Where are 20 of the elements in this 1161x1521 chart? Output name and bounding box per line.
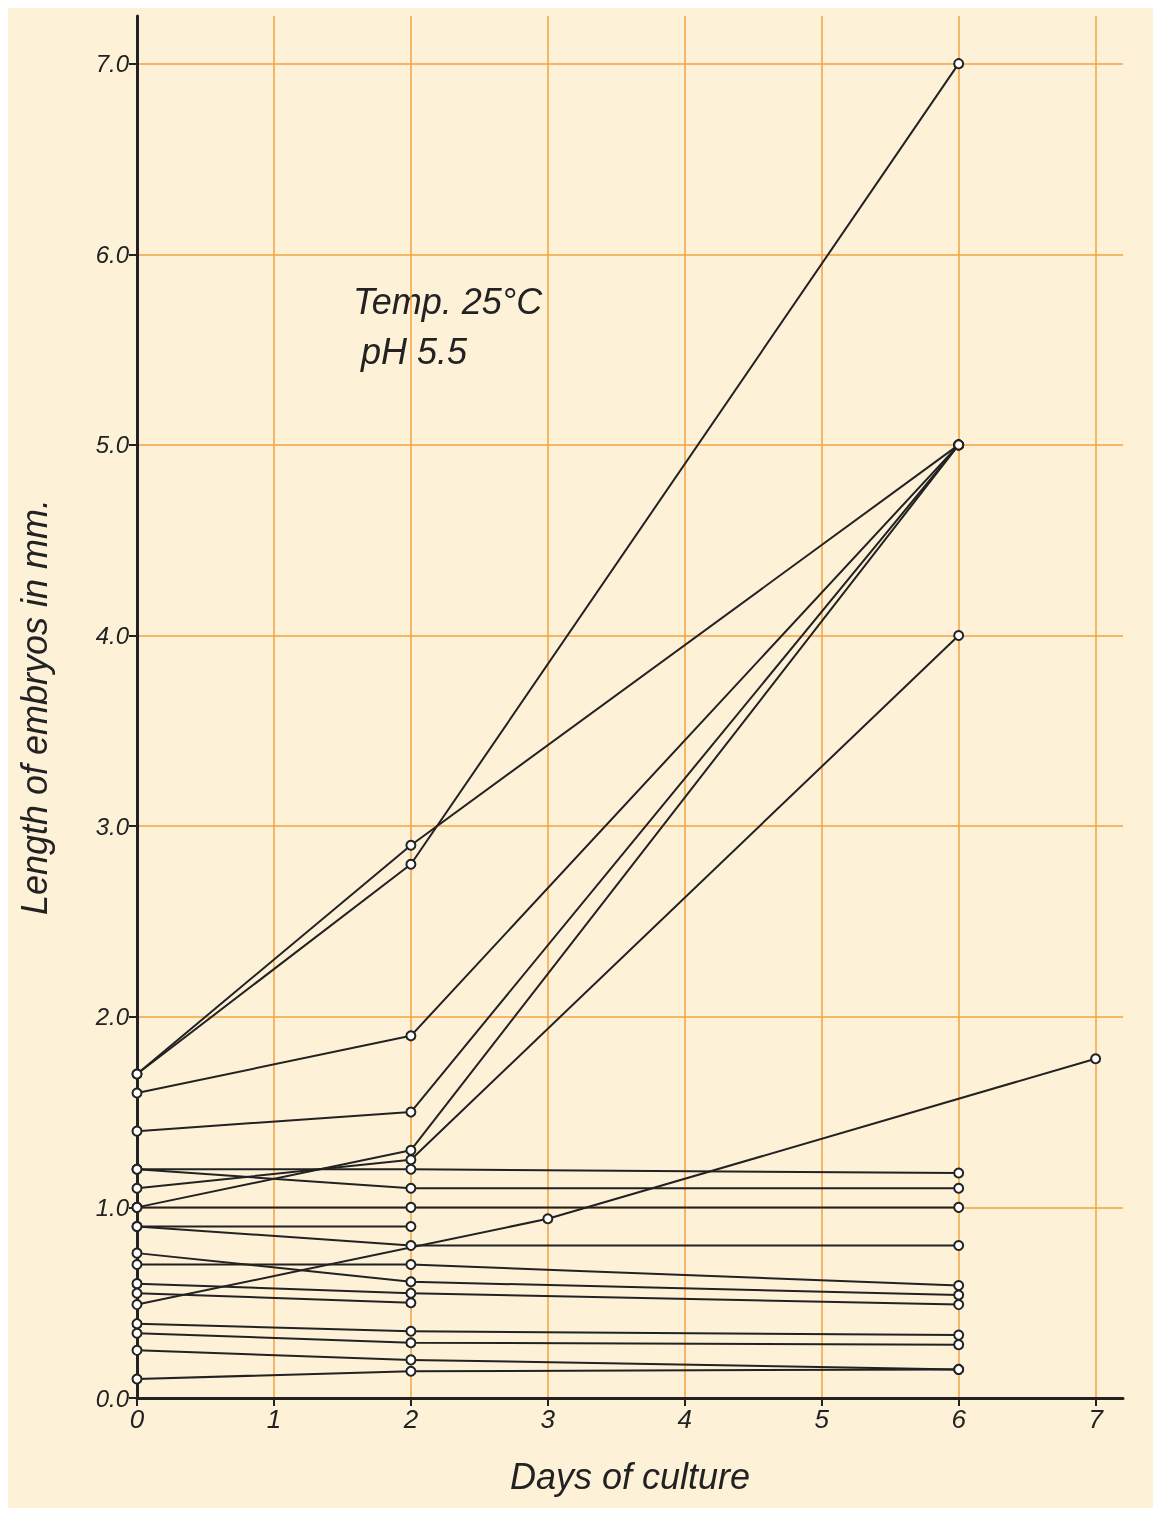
- x-tick-label: 3: [540, 1404, 556, 1434]
- y-tick-label: 1.0: [95, 1193, 130, 1221]
- x-axis-title: Days of culture: [509, 1455, 751, 1497]
- annotation: pH 5.5: [360, 330, 469, 372]
- annotation: Temp. 25°C: [353, 280, 544, 322]
- x-tick-label: 1: [266, 1404, 282, 1434]
- y-tick-label: 3.0: [95, 812, 130, 840]
- x-tick-label: 4: [677, 1404, 693, 1434]
- y-tick-label: 5.0: [95, 431, 130, 459]
- x-tick-label: 0: [129, 1404, 145, 1434]
- y-tick-label: 7.0: [95, 50, 130, 78]
- x-tick-label: 6: [951, 1404, 967, 1434]
- y-axis-title: Length of embryos in mm.: [13, 498, 55, 916]
- y-tick-label: 0.0: [95, 1384, 130, 1412]
- y-tick-label: 2.0: [94, 1003, 130, 1031]
- x-tick-label: 5: [814, 1404, 830, 1434]
- x-tick-label: 2: [402, 1404, 419, 1434]
- y-tick-label: 4.0: [95, 622, 130, 650]
- y-tick-label: 6.0: [95, 240, 130, 268]
- x-tick-label: 7: [1088, 1404, 1105, 1434]
